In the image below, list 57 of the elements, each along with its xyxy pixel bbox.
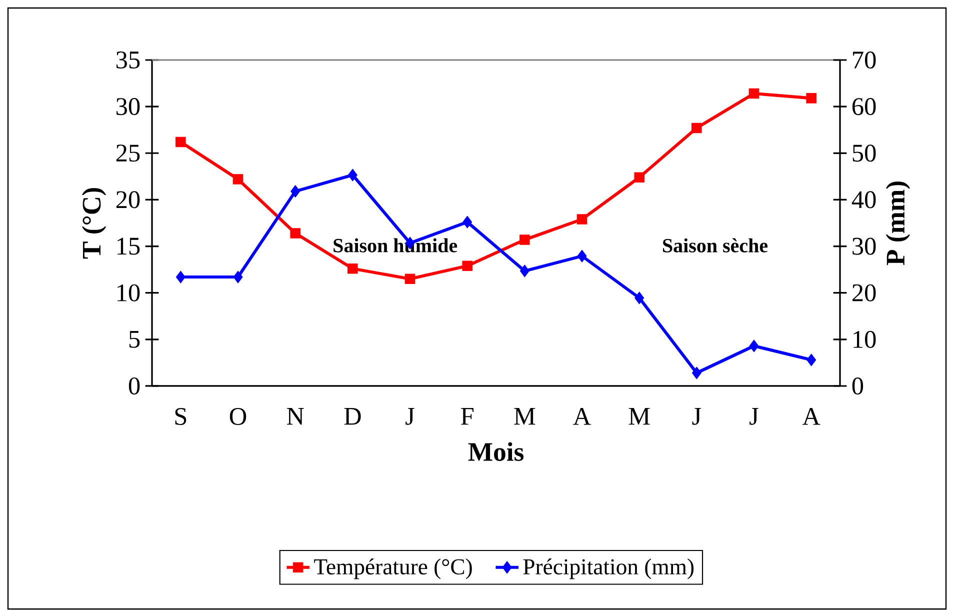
point (806, 93, 816, 104)
y2-tick-label: 10 (854, 330, 876, 348)
y-tick-label: 35 (116, 51, 140, 69)
y-tick-label: 15 (118, 238, 140, 255)
x-tick-label: J (750, 408, 758, 425)
point (462, 216, 472, 228)
point (233, 270, 243, 284)
point (462, 260, 472, 271)
point (290, 228, 300, 238)
y2-tick-label: 40 (852, 191, 876, 208)
point (520, 264, 530, 278)
y2-tick-label: 60 (852, 98, 876, 116)
y-tick-label: 25 (116, 144, 140, 162)
point (806, 354, 816, 366)
point (290, 185, 300, 198)
y2-tick-label: 50 (852, 144, 876, 162)
point (692, 122, 702, 134)
y-tick-label: 10 (118, 284, 140, 302)
y-tick-label: 0 (128, 377, 140, 395)
x-tick-label: A (802, 408, 820, 425)
point (348, 263, 358, 274)
point (748, 88, 760, 99)
x-tick-label: J (406, 408, 414, 425)
x-tick-label: N (286, 408, 304, 425)
x-tick-label: M (514, 408, 536, 425)
x-tick-label: F (461, 408, 474, 425)
y2-axis-title: P (mm) (886, 182, 910, 266)
y2-tick-label: 0 (852, 377, 864, 395)
point (634, 172, 644, 182)
x-tick-label: O (230, 408, 246, 426)
x-axis-title: Mois (468, 442, 524, 461)
point (576, 214, 588, 224)
y-tick-label: 30 (116, 98, 140, 116)
point (692, 366, 702, 380)
legend-label: Température (°C) (314, 558, 472, 580)
point (404, 274, 416, 284)
point (176, 136, 186, 148)
point (348, 168, 358, 182)
point (749, 340, 759, 352)
x-tick-label: A (573, 408, 591, 425)
y-tick-label: 5 (129, 331, 140, 348)
x-tick-label: J (692, 408, 702, 425)
x-tick-label: D (344, 408, 361, 425)
legend-label: Précipitation (mm) (523, 558, 694, 580)
point (577, 250, 587, 262)
y2-tick-label: 30 (852, 238, 876, 255)
y2-tick-label: 70 (853, 51, 876, 69)
point (634, 292, 644, 304)
annotation: Saison sèche (663, 238, 768, 252)
point (520, 234, 530, 245)
y-tick-label: 20 (116, 191, 140, 208)
y2-tick-label: 20 (852, 284, 876, 302)
x-tick-label: M (628, 408, 650, 425)
point (232, 174, 244, 184)
y-axis-title: T (°C) (82, 188, 106, 259)
x-tick-label: S (175, 408, 186, 426)
point (176, 270, 186, 284)
